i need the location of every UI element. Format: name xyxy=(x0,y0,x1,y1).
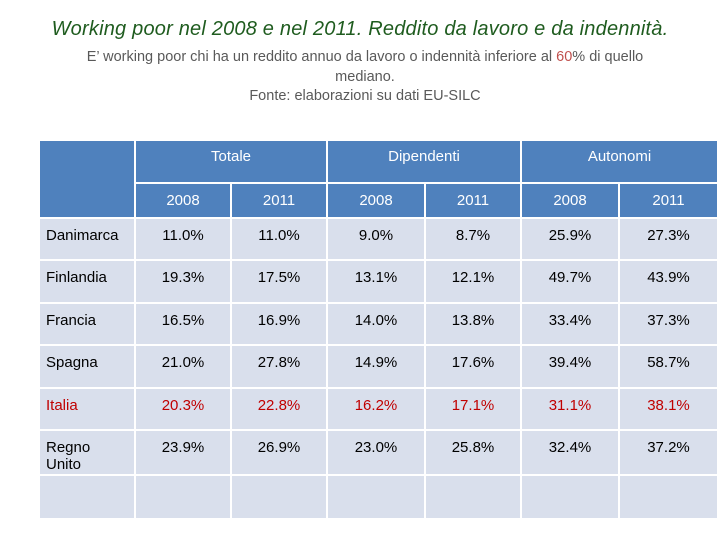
country-label: Francia xyxy=(38,301,136,347)
value-cell: 49.7% xyxy=(520,259,620,304)
year-header: 2011 xyxy=(424,182,522,219)
threshold-value: 60 xyxy=(556,49,573,65)
table-cell xyxy=(424,473,522,521)
value-cell: 11.0% xyxy=(134,216,232,262)
country-label: Danimarca xyxy=(38,216,136,262)
value-cell: 14.9% xyxy=(326,344,426,389)
corner-header xyxy=(38,139,136,219)
value-cell: 58.7% xyxy=(618,344,719,389)
table-row: Regno Unito 23.9% 26.9% 23.0% 25.8% 32.4% 37.2… xyxy=(38,429,719,476)
subtitle-text: mediano. xyxy=(335,68,395,85)
value-cell: 12.1% xyxy=(424,259,522,304)
table-row: Italia 20.3% 22.8% 16.2% 17.1% 31.1% 38.1% xyxy=(38,386,719,432)
value-cell: 14.0% xyxy=(326,301,426,347)
year-header: 2011 xyxy=(618,182,719,219)
value-cell: 13.1% xyxy=(326,259,426,304)
value-cell: 23.9% xyxy=(134,429,232,476)
subtitle-text: % di quello xyxy=(572,49,644,65)
group-header: Autonomi xyxy=(520,138,719,185)
value-cell: 8.7% xyxy=(424,216,522,262)
group-header: Dipendenti xyxy=(326,138,522,185)
value-cell: 23.0% xyxy=(326,429,426,476)
value-cell: 26.9% xyxy=(230,429,328,476)
value-cell: 31.1% xyxy=(520,386,620,432)
table-row: Danimarca 11.0% 11.0% 9.0% 8.7% 25.9% 27.3% xyxy=(38,216,719,262)
slide-title: Working poor nel 2008 e nel 2011. Reddit… xyxy=(51,18,669,40)
value-cell: 19.3% xyxy=(134,259,232,304)
group-header: Totale xyxy=(134,138,328,185)
value-cell: 16.2% xyxy=(326,386,426,432)
value-cell: 27.3% xyxy=(618,216,719,262)
country-label: Finlandia xyxy=(38,259,136,304)
table-cell xyxy=(134,473,232,521)
value-cell: 38.1% xyxy=(618,386,719,432)
value-cell: 11.0% xyxy=(230,216,328,262)
country-label: Regno Unito xyxy=(38,429,136,476)
working-poor-table: Totale Dipendenti Autonomi 2008 2011 200… xyxy=(38,138,719,521)
subtitle-text: E’ working poor chi ha un reddito annuo … xyxy=(86,49,557,65)
table-cell xyxy=(520,473,620,521)
value-cell: 9.0% xyxy=(326,216,426,262)
table-row: Spagna 21.0% 27.8% 14.9% 17.6% 39.4% 58.7% xyxy=(38,344,719,389)
table-row: Francia 16.5% 16.9% 14.0% 13.8% 33.4% 37.3% xyxy=(38,301,719,347)
source-note: Fonte: elaborazioni su dati EU-SILC xyxy=(249,88,481,104)
country-label: Italia xyxy=(38,386,136,432)
slide-subtitle: E’ working poor chi ha un reddito annuo … xyxy=(40,48,690,107)
value-cell: 16.9% xyxy=(230,301,328,347)
table-row: Finlandia 19.3% 17.5% 13.1% 12.1% 49.7% 43.9% xyxy=(38,259,719,304)
value-cell: 17.6% xyxy=(424,344,522,389)
value-cell: 17.5% xyxy=(230,259,328,304)
value-cell: 21.0% xyxy=(134,344,232,389)
year-header: 2008 xyxy=(520,182,620,219)
value-cell: 37.3% xyxy=(618,301,719,347)
country-label: Spagna xyxy=(38,344,136,389)
value-cell: 33.4% xyxy=(520,301,620,347)
empty-row xyxy=(38,473,719,521)
table-cell xyxy=(38,473,136,521)
value-cell: 20.3% xyxy=(134,386,232,432)
value-cell: 25.8% xyxy=(424,429,522,476)
value-cell: 37.2% xyxy=(618,429,719,476)
value-cell: 32.4% xyxy=(520,429,620,476)
table-cell xyxy=(326,473,426,521)
value-cell: 16.5% xyxy=(134,301,232,347)
value-cell: 27.8% xyxy=(230,344,328,389)
year-header: 2011 xyxy=(230,182,328,219)
value-cell: 25.9% xyxy=(520,216,620,262)
value-cell: 17.1% xyxy=(424,386,522,432)
value-cell: 43.9% xyxy=(618,259,719,304)
value-cell: 22.8% xyxy=(230,386,328,432)
year-header: 2008 xyxy=(134,182,232,219)
value-cell: 13.8% xyxy=(424,301,522,347)
value-cell: 39.4% xyxy=(520,344,620,389)
table-cell xyxy=(230,473,328,521)
year-header: 2008 xyxy=(326,182,426,219)
table-cell xyxy=(618,473,719,521)
